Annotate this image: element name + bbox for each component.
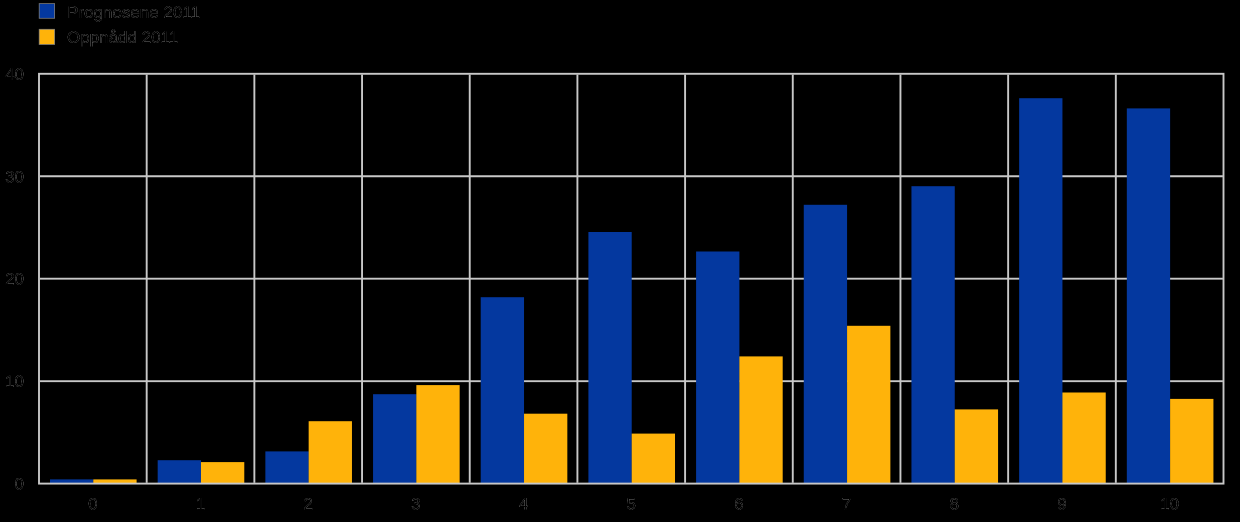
svg-text:7: 7 <box>842 495 851 514</box>
svg-text:8: 8 <box>950 495 959 514</box>
svg-text:3: 3 <box>411 495 420 514</box>
svg-text:20: 20 <box>5 270 24 289</box>
svg-text:40: 40 <box>5 65 24 84</box>
svg-text:10: 10 <box>5 372 24 391</box>
svg-text:9: 9 <box>1057 495 1066 514</box>
svg-text:10: 10 <box>1160 495 1179 514</box>
svg-text:Oppnådd 2011: Oppnådd 2011 <box>67 28 178 47</box>
svg-text:6: 6 <box>734 495 743 514</box>
svg-text:2: 2 <box>303 495 312 514</box>
svg-text:Prognosene 2011: Prognosene 2011 <box>67 3 200 22</box>
svg-text:0: 0 <box>15 475 24 494</box>
svg-text:5: 5 <box>627 495 636 514</box>
svg-text:1: 1 <box>196 495 205 514</box>
svg-text:0: 0 <box>88 495 97 514</box>
svg-text:4: 4 <box>519 495 528 514</box>
svg-text:30: 30 <box>5 167 24 186</box>
